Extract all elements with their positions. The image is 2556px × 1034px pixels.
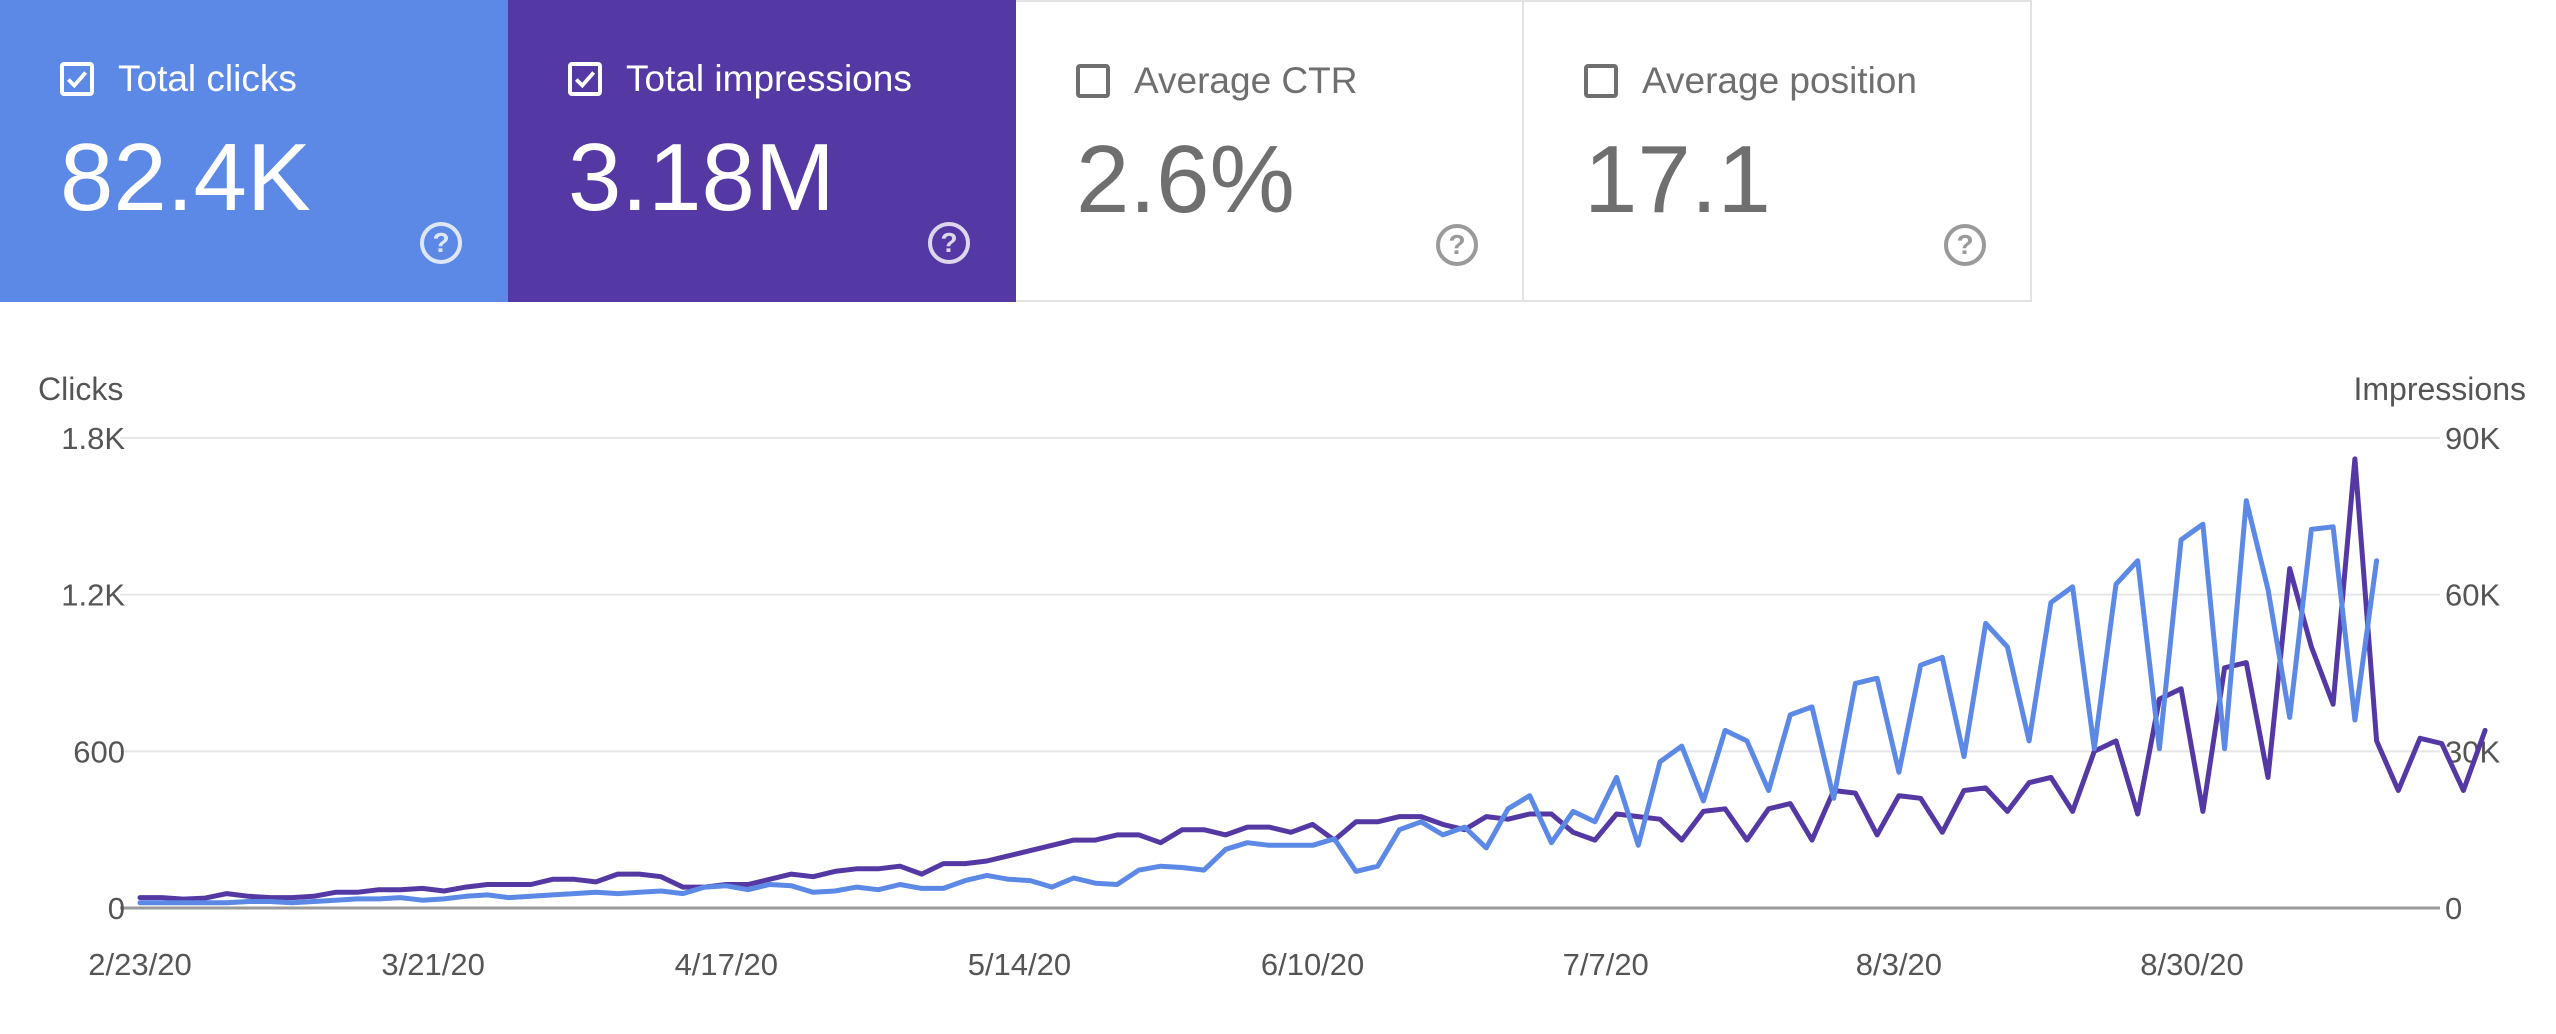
metric-value: 82.4K bbox=[60, 124, 311, 231]
metric-header: Average position bbox=[1584, 60, 1917, 102]
metric-header: Total impressions bbox=[568, 58, 912, 100]
checkbox-unchecked-icon[interactable] bbox=[1076, 64, 1110, 98]
x-tick-label: 8/3/20 bbox=[1856, 947, 1942, 982]
x-tick-label: 3/21/20 bbox=[381, 947, 484, 982]
help-icon[interactable]: ? bbox=[1436, 224, 1478, 266]
left-tick-label: 600 bbox=[73, 734, 125, 769]
metric-card-average-ctr[interactable]: Average CTR 2.6% ? bbox=[1016, 0, 1524, 302]
checkbox-checked-icon[interactable] bbox=[568, 62, 602, 96]
x-tick-label: 7/7/20 bbox=[1563, 947, 1649, 982]
left-tick-label: 0 bbox=[108, 891, 125, 926]
metric-header: Total clicks bbox=[60, 58, 297, 100]
metric-label: Average CTR bbox=[1134, 60, 1358, 101]
right-tick-label: 60K bbox=[2445, 578, 2500, 613]
series-lines bbox=[137, 456, 2488, 906]
x-tick-label: 6/10/20 bbox=[1261, 947, 1364, 982]
x-tick-label: 4/17/20 bbox=[675, 947, 778, 982]
metric-value: 17.1 bbox=[1584, 126, 1771, 233]
checkbox-checked-icon[interactable] bbox=[60, 62, 94, 96]
metric-cards: Total clicks 82.4K ? Total impressions 3… bbox=[0, 0, 2032, 302]
metric-label: Total clicks bbox=[118, 58, 297, 99]
metric-header: Average CTR bbox=[1076, 60, 1357, 102]
left-tick-label: 1.2K bbox=[61, 578, 125, 613]
right-axis-title: Impressions bbox=[2354, 371, 2527, 407]
x-axis-ticks: 2/23/20 3/21/20 4/17/20 5/14/20 6/10/20 7/7/2… bbox=[88, 947, 2243, 982]
right-tick-label: 0 bbox=[2445, 891, 2462, 926]
gridlines bbox=[120, 437, 2440, 910]
metric-card-total-impressions[interactable]: Total impressions 3.18M ? bbox=[508, 0, 1016, 302]
right-tick-label: 90K bbox=[2445, 421, 2500, 456]
x-tick-label: 8/30/20 bbox=[2140, 947, 2243, 982]
metric-label: Total impressions bbox=[626, 58, 912, 99]
metric-card-total-clicks[interactable]: Total clicks 82.4K ? bbox=[0, 0, 508, 302]
help-icon[interactable]: ? bbox=[420, 222, 462, 264]
metric-value: 2.6% bbox=[1076, 126, 1295, 233]
metric-value: 3.18M bbox=[568, 124, 835, 231]
help-icon[interactable]: ? bbox=[928, 222, 970, 264]
left-axis-title: Clicks bbox=[38, 371, 123, 407]
series-line-impressions bbox=[137, 456, 2488, 902]
x-tick-label: 5/14/20 bbox=[968, 947, 1071, 982]
metric-label: Average position bbox=[1642, 60, 1917, 101]
series-line-clicks bbox=[137, 498, 2380, 906]
metric-card-average-position[interactable]: Average position 17.1 ? bbox=[1524, 0, 2032, 302]
left-tick-label: 1.8K bbox=[61, 421, 125, 456]
x-tick-label: 2/23/20 bbox=[88, 947, 191, 982]
checkbox-unchecked-icon[interactable] bbox=[1584, 64, 1618, 98]
help-icon[interactable]: ? bbox=[1944, 224, 1986, 266]
